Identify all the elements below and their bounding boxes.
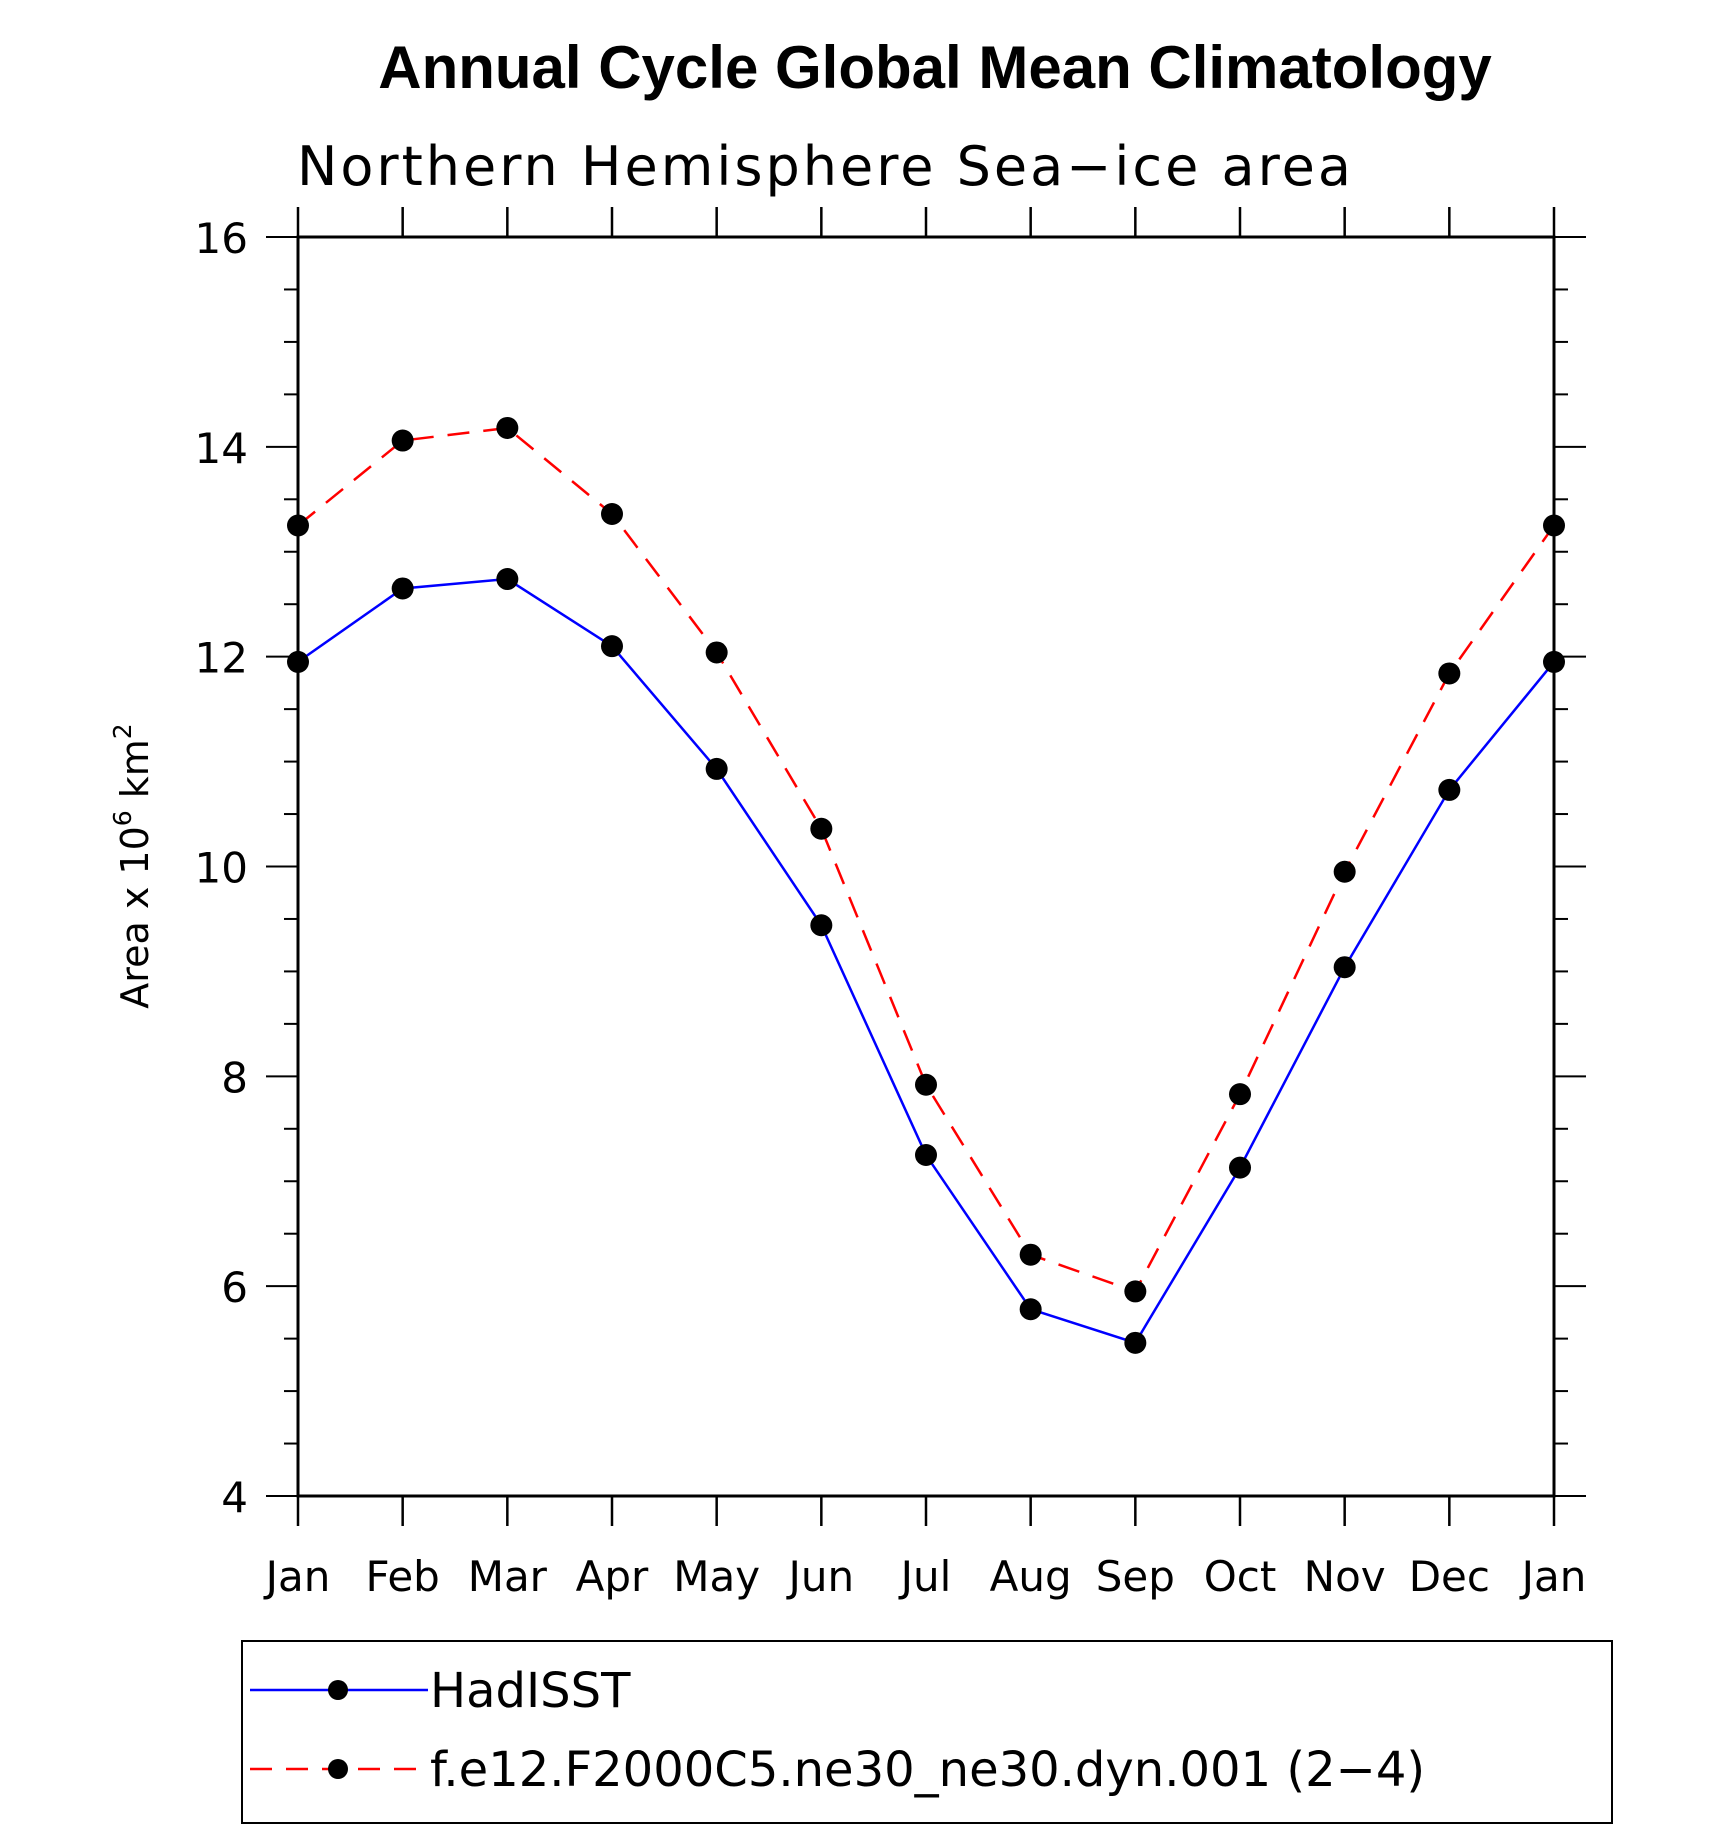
x-tick-label: Oct [1204, 1552, 1277, 1601]
series-line-0 [297, 577, 1555, 1345]
y-tick-label: 6 [221, 1263, 248, 1312]
y-label-unit: km [113, 739, 157, 810]
axis-ticks [266, 207, 1586, 1526]
series-1-point [810, 817, 833, 840]
series-0-point [705, 757, 728, 780]
series-0-point [601, 635, 623, 658]
chart-subtitle: Northern Hemisphere Sea−ice area [297, 135, 1354, 198]
series-1-point [496, 416, 519, 439]
x-tick-label: Mar [468, 1552, 548, 1601]
y-tick-label: 4 [221, 1473, 248, 1522]
y-label-exponent: 6 [108, 810, 137, 826]
x-tick-label: Jan [1519, 1552, 1587, 1601]
x-tick-label: Jan [263, 1552, 331, 1601]
series-1-point [601, 502, 623, 525]
plot-frame [296, 235, 1556, 1498]
series-1-point [1543, 514, 1565, 537]
series-1-point [1333, 860, 1356, 883]
chart-title: Annual Cycle Global Mean Climatology [378, 34, 1492, 101]
series-1-point [705, 641, 728, 664]
y-tick-label: 16 [195, 214, 248, 263]
x-tick-label: Nov [1304, 1552, 1386, 1601]
y-tick-label: 14 [195, 424, 248, 473]
y-tick-label: 10 [195, 844, 248, 893]
series-0-point [1438, 778, 1461, 801]
series-1-point [1438, 662, 1461, 685]
series-0-point [1019, 1298, 1042, 1321]
legend-box [241, 1640, 1613, 1824]
series-1-point [1124, 1280, 1147, 1303]
series-1-point [287, 514, 309, 537]
x-tick-label: May [673, 1552, 760, 1601]
legend-marker-hadisst [328, 1680, 348, 1700]
series-0-point [391, 577, 414, 600]
x-tick-label: Feb [365, 1552, 439, 1601]
x-tick-label: Sep [1096, 1552, 1175, 1601]
series-0-point [915, 1144, 937, 1167]
series-0-point [1543, 650, 1565, 673]
y-tick-label: 12 [195, 634, 248, 683]
y-tick-label: 8 [221, 1053, 248, 1102]
x-tick-label: Apr [576, 1552, 649, 1601]
y-label-unit-exponent: 2 [108, 723, 137, 739]
x-tick-label: Dec [1409, 1552, 1490, 1601]
y-label-prefix: Area x 10 [113, 826, 157, 1008]
series-1-point [1229, 1083, 1251, 1106]
legend-label-hadisst: HadISST [430, 1663, 631, 1719]
series-0-point [496, 568, 519, 591]
x-axis-labels: Jan Feb Mar Apr May Jun Jul Aug Sep Oct Nov Dec Jan [263, 1552, 1587, 1601]
series-1-point [391, 429, 414, 452]
series-0-point [1124, 1331, 1147, 1354]
series-0-point [287, 650, 309, 673]
y-axis-label: Area x 106 km2 [108, 723, 157, 1008]
legend-label-model: f.e12.F2000C5.ne30_ne30.dyn.001 (2−4) [430, 1742, 1425, 1798]
data-series [287, 416, 1565, 1354]
series-0-point [1229, 1156, 1251, 1179]
series-0-point [1333, 956, 1356, 979]
x-tick-label: Jun [786, 1552, 855, 1601]
x-tick-label: Aug [990, 1552, 1072, 1601]
x-tick-label: Jul [898, 1552, 952, 1601]
series-0-point [810, 914, 833, 937]
y-axis-labels: 4 6 8 10 12 14 16 [195, 214, 248, 1522]
legend-marker-model [328, 1759, 348, 1779]
series-1-point [1019, 1243, 1042, 1266]
series-1-point [915, 1073, 937, 1096]
